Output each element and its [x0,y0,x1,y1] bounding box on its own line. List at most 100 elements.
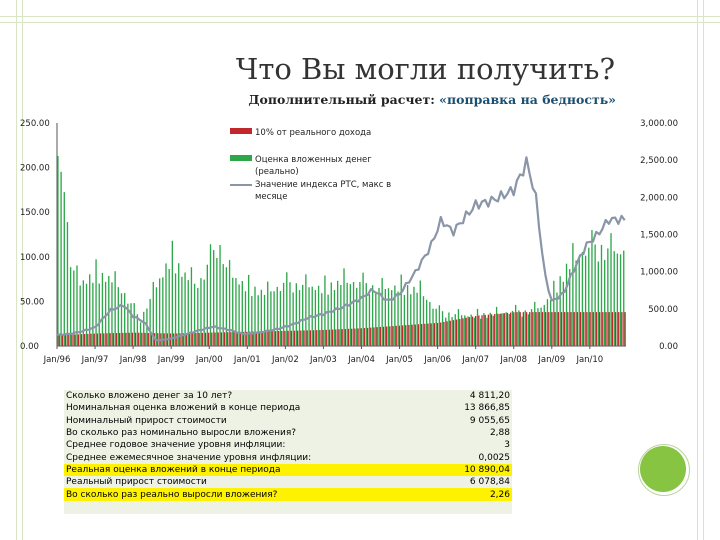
red-bar [287,330,289,346]
green-bar [368,294,371,346]
red-bar [424,323,426,346]
red-bar [328,329,331,346]
red-bar [532,312,534,346]
rts-chart: 0.00 50.00 100.00 150.00 200.00 250.00 0.00 500… [20,119,678,365]
frame-circle [638,444,690,496]
red-bar [376,327,378,346]
red-bar [598,312,601,346]
stats-value: 10 890,04 [464,464,510,475]
stats-label: Во сколько раз реально выросли вложения? [66,489,278,500]
green-bar [454,314,456,346]
green-bar [572,243,574,346]
green-bar [384,289,387,346]
red-bar [449,320,451,346]
legend-label: Значение индекса РТС, макс в [255,180,391,190]
red-bar [274,331,277,346]
red-bar [262,331,264,346]
green-bar [330,282,332,346]
subtitle-prefix: Дополнительный расчет: [248,92,435,107]
green-bar [111,282,113,346]
green-bar [178,263,180,346]
green-bar [445,317,447,346]
red-bar [249,331,251,346]
green-bar [556,292,558,346]
green-bar [73,270,75,346]
green-bar [171,240,174,346]
y-right-tick-label: 2,500.00 [640,156,678,166]
green-bar [85,283,88,346]
red-bar [182,333,184,346]
green-bar [324,275,326,346]
red-bar [370,327,372,346]
green-bar [527,314,530,346]
red-bar [484,314,486,346]
green-bar [101,272,104,346]
red-bar [176,333,178,346]
x-tick-label: Jan/00 [195,355,223,365]
stats-label: Сколько вложено денег за 10 лет? [66,391,233,402]
green-bar [397,291,399,346]
red-bar [239,331,242,346]
green-bar [57,156,59,346]
green-bar [464,315,466,346]
red-bar [389,326,391,346]
red-bar [335,329,337,346]
frame-line [22,0,23,540]
green-bar [470,314,472,346]
green-bar [263,294,266,346]
green-bar [356,287,358,346]
green-bar [184,272,186,346]
red-bar [207,332,210,346]
y-right-tick-label: 0.00 [659,342,678,352]
red-bar [363,328,366,346]
green-bar [120,293,123,346]
y-right-tick-label: 500.00 [648,305,678,315]
green-bar [537,308,539,346]
green-bar [238,284,240,346]
green-bar [127,303,129,346]
green-bar [600,244,603,346]
red-bar [433,323,436,346]
red-bar [93,333,95,346]
stats-row: Во сколько раз номинально выросли вложен… [64,426,512,440]
red-bar [420,324,423,346]
green-bar [476,308,479,346]
green-bar [104,281,107,346]
red-bar [490,314,493,346]
green-bar [149,298,151,346]
green-bar [213,250,215,346]
red-bar [360,328,362,346]
green-bar [206,264,208,346]
green-bar [451,317,453,346]
green-bar [244,291,247,346]
green-bar [349,284,352,346]
red-bar [468,317,470,346]
red-bar [357,328,359,346]
green-bar [190,267,193,346]
red-bar [500,313,502,346]
green-bar [549,300,552,346]
red-bar [61,335,64,346]
stats-row: Реальная оценка вложений в конце периода… [64,463,512,477]
green-bar [575,260,577,346]
green-bar [82,280,85,346]
red-bar [579,312,582,346]
red-bar [74,334,76,346]
legend-label: месяце [255,192,287,202]
red-bar [90,333,92,346]
red-bar [106,333,108,346]
red-bar [192,333,194,346]
stats-value: 6 078,84 [469,477,510,488]
green-bar [607,248,609,346]
green-bar [406,285,409,346]
red-bar [576,312,579,346]
red-bar [516,312,518,346]
red-bar [452,320,455,346]
red-bar [347,328,350,346]
stats-value: 0,0025 [478,452,511,463]
stats-label: Реальный прирост стоимости [66,477,207,488]
green-bar [562,281,565,346]
x-tick-label: Jan/05 [385,355,413,365]
y-left-tick-label: 50.00 [20,297,44,307]
red-bar [80,334,83,346]
